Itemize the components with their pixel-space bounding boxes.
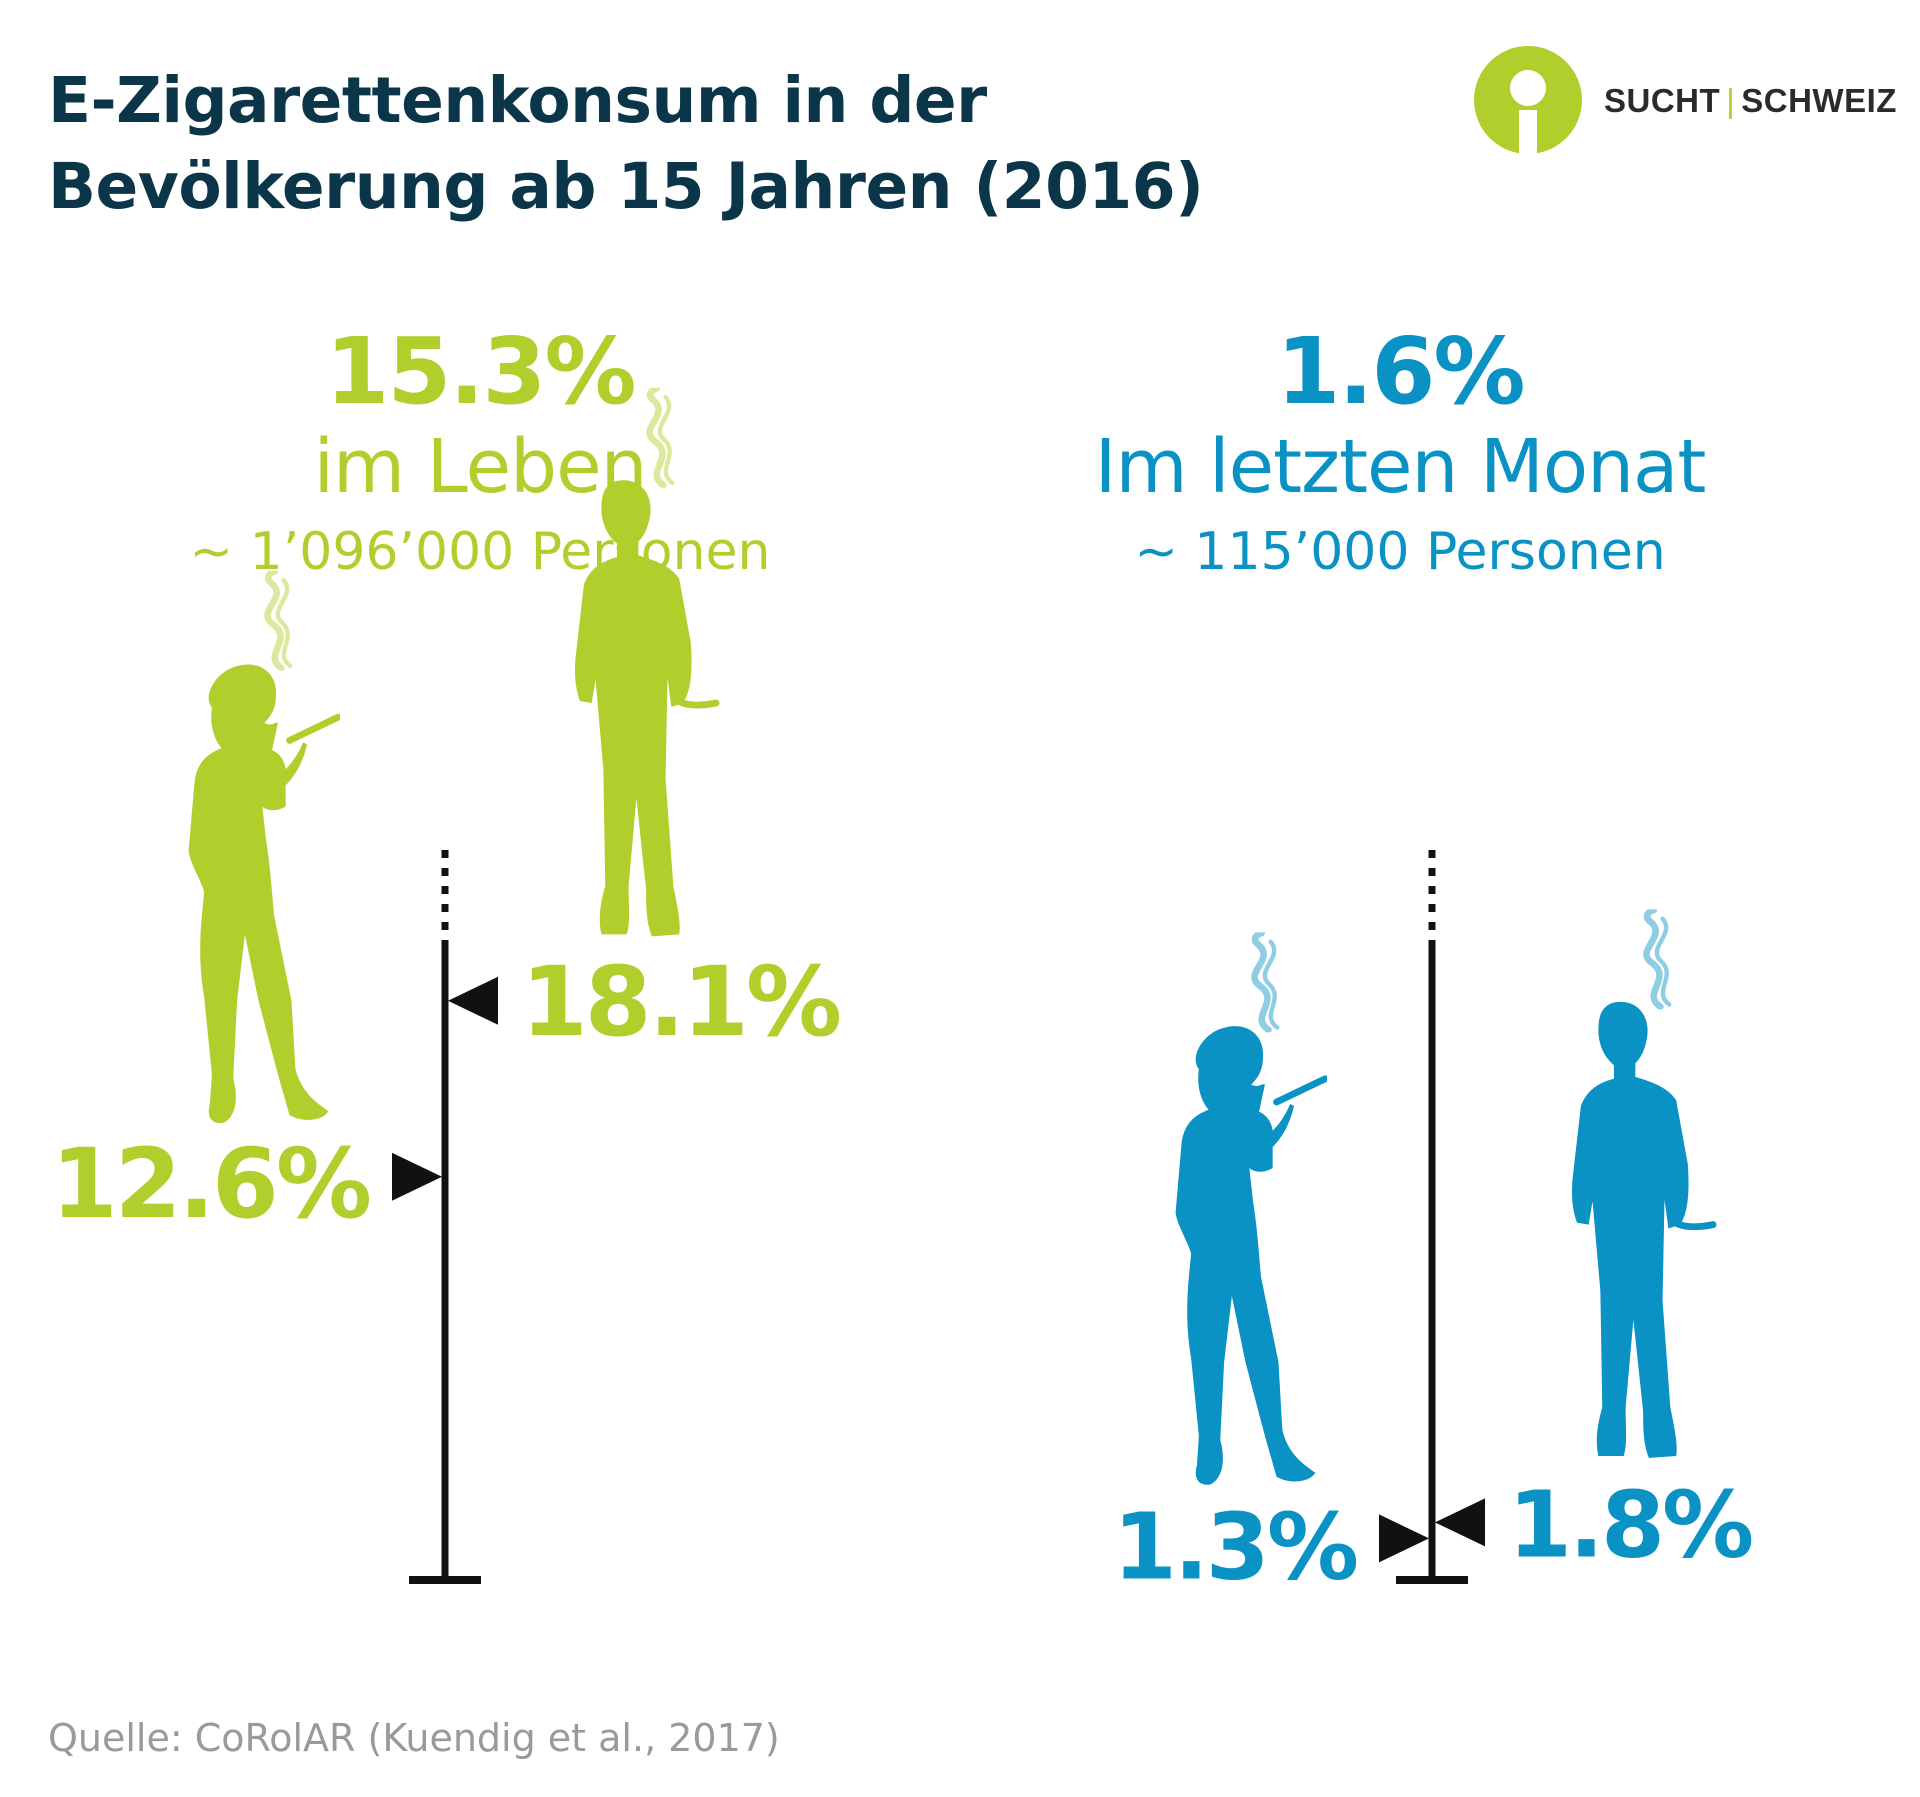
value-marker-lifetime-men (448, 976, 498, 1025)
source-note: Quelle: CoRolAR (Kuendig et al., 2017) (48, 1716, 780, 1760)
headline-label-last-month: Im letzten Monat (1094, 424, 1707, 510)
title-line-2: Bevölkerung ab 15 Jahren (2016) (48, 150, 1204, 223)
persons-count-lifetime: ~ 1’096’000 Personen (189, 522, 771, 582)
smoke-icon-last-month-women (1254, 933, 1277, 1030)
headline-value-lifetime: 15.3% (325, 318, 636, 425)
title-line-1: E-Zigarettenkonsum in der (48, 64, 987, 137)
value-marker-lifetime-women (392, 1152, 442, 1201)
logo-separator: | (1726, 82, 1736, 119)
panel-head-lifetime: 15.3% im Leben ~ 1’096’000 Personen (120, 322, 840, 588)
headline-value-last-month: 1.6% (1276, 318, 1525, 425)
woman-silhouette-lifetime (189, 664, 338, 1123)
value-label-last-month-men: 1.8% (1508, 1471, 1752, 1578)
smoke-icon-last-month-men (1646, 910, 1669, 1007)
man-silhouette-last-month (1572, 1002, 1713, 1458)
man-silhouette-lifetime (575, 480, 716, 936)
headline-label-lifetime: im Leben (313, 424, 647, 510)
sucht-schweiz-logo: SUCHT | SCHWEIZ (1472, 44, 1902, 156)
logo-wordmark: SUCHT | SCHWEIZ (1604, 82, 1897, 120)
value-marker-last-month-women (1379, 1514, 1429, 1563)
page-title: E-Zigarettenkonsum in der Bevölkerung ab… (48, 58, 1204, 230)
smoke-icon-lifetime-men (649, 388, 672, 485)
person-circle-icon (1474, 46, 1582, 156)
value-label-last-month-women: 1.3% (1113, 1493, 1357, 1600)
smoke-icon-lifetime-women (267, 571, 290, 668)
value-label-lifetime-men: 18.1% (521, 946, 840, 1058)
value-label-lifetime-women: 12.6% (51, 1128, 370, 1240)
panel-head-last-month: 1.6% Im letzten Monat ~ 115’000 Personen (1040, 322, 1760, 588)
logo-word-sucht: SUCHT (1604, 82, 1721, 119)
logo-word-schweiz: SCHWEIZ (1741, 82, 1897, 119)
value-marker-last-month-men (1435, 1498, 1485, 1547)
woman-silhouette-last-month (1176, 1026, 1325, 1485)
persons-count-last-month: ~ 115’000 Personen (1134, 522, 1666, 582)
